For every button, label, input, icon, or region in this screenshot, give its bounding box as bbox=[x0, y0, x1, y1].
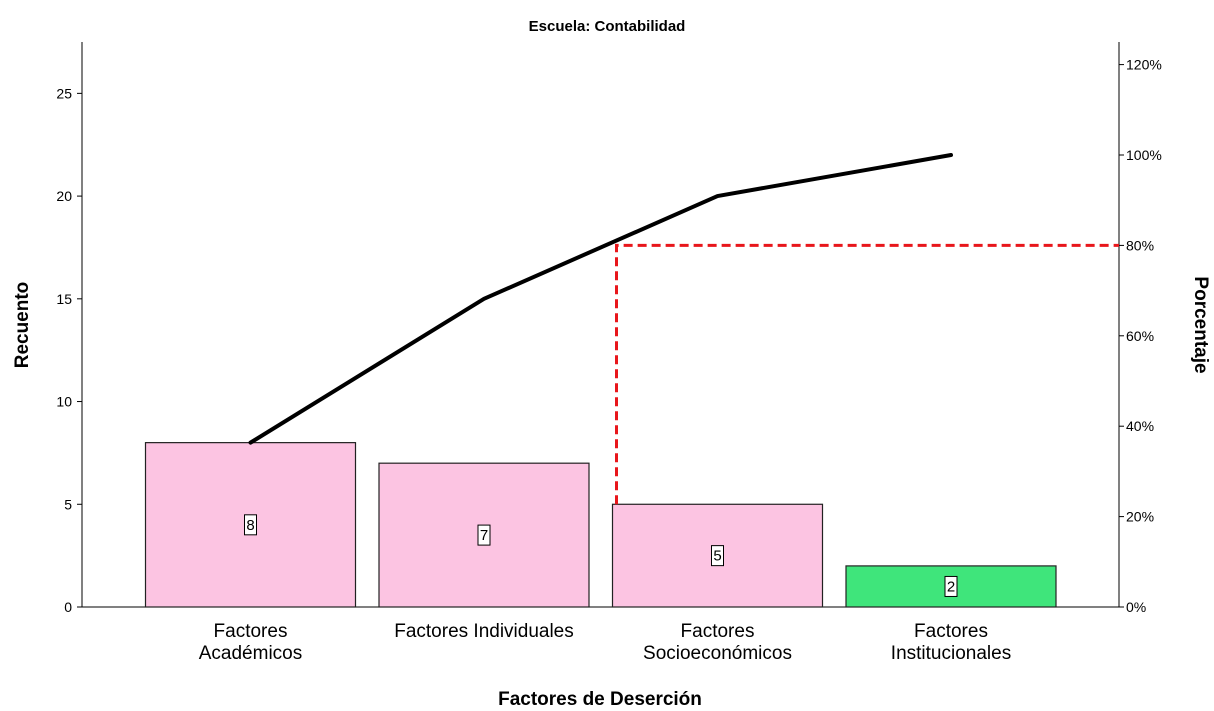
data-labels: 8 7 5 2 bbox=[244, 514, 958, 597]
data-label-box bbox=[944, 575, 958, 597]
category-label-line: Factores bbox=[681, 621, 755, 642]
y2-tick-label: 100% bbox=[1126, 147, 1162, 163]
data-label: 7 bbox=[480, 527, 488, 544]
y-tick-label: 0 bbox=[64, 599, 72, 615]
y-tick-label: 15 bbox=[56, 291, 72, 307]
category-label-line: Académicos bbox=[199, 643, 303, 664]
x-axis-title: Factores de Deserción bbox=[498, 689, 702, 710]
y-tick-label: 20 bbox=[56, 188, 72, 204]
lines bbox=[248, 153, 1119, 505]
y2-ticks: 0% 20% 40% 60% 80% 100% 120% bbox=[1119, 57, 1162, 615]
category-label: Factores Académicos bbox=[199, 621, 303, 664]
y-ticks: 0 5 10 15 20 25 bbox=[56, 85, 82, 615]
y2-tick-label: 20% bbox=[1126, 509, 1154, 525]
y2-axis-title: Porcentaje bbox=[1190, 276, 1211, 373]
data-label-box bbox=[711, 545, 724, 567]
y2-tick-label: 0% bbox=[1126, 599, 1146, 615]
category-label-line: Institucionales bbox=[891, 643, 1011, 664]
bars bbox=[144, 442, 1057, 608]
data-label-box bbox=[477, 524, 491, 546]
data-label: 5 bbox=[713, 548, 721, 565]
chart-title: Escuela: Contabilidad bbox=[529, 18, 686, 35]
category-label: Factores Individuales bbox=[394, 621, 574, 642]
threshold-line bbox=[615, 243, 1119, 505]
category-label-line: Factores bbox=[914, 621, 988, 642]
data-label: 2 bbox=[947, 578, 955, 595]
y-tick-label: 10 bbox=[56, 394, 72, 410]
data-label: 8 bbox=[246, 517, 254, 534]
y2-tick-label: 120% bbox=[1126, 57, 1162, 73]
cumulative-line bbox=[248, 153, 953, 445]
category-label: Factores Socioeconómicos bbox=[643, 621, 792, 664]
y2-tick-label: 80% bbox=[1126, 237, 1154, 253]
data-label-box bbox=[244, 514, 257, 536]
y-tick-label: 5 bbox=[64, 496, 72, 512]
category-label-line: Socioeconómicos bbox=[643, 643, 792, 664]
y2-tick-label: 40% bbox=[1126, 418, 1154, 434]
category-label: Factores Institucionales bbox=[891, 621, 1011, 664]
y-axis-title: Recuento bbox=[12, 282, 33, 369]
category-label-line: Factores bbox=[214, 621, 288, 642]
category-label-line: Factores Individuales bbox=[394, 621, 574, 642]
y-tick-label: 25 bbox=[56, 85, 72, 101]
y2-tick-label: 60% bbox=[1126, 328, 1154, 344]
